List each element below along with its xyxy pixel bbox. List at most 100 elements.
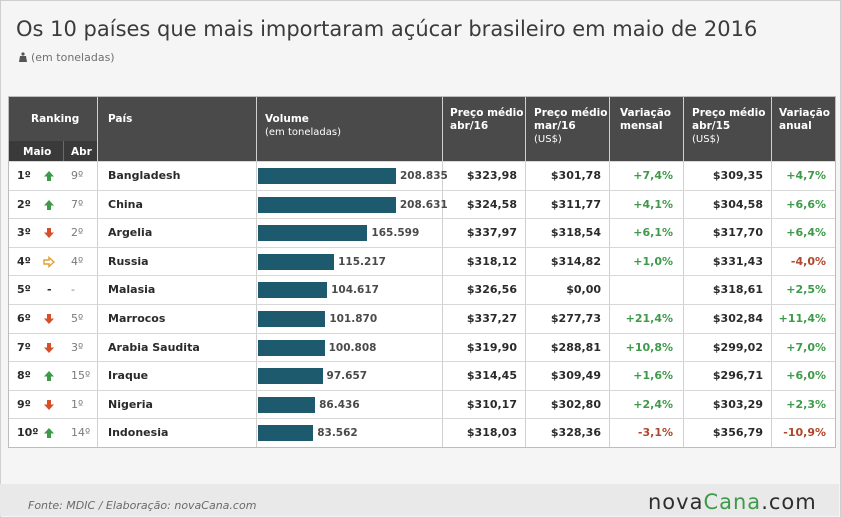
country-name: Indonesia xyxy=(108,426,169,440)
header-var-anual-l1: Variação xyxy=(779,107,831,119)
var-anual: +11,4% xyxy=(778,312,826,325)
header-volume: Volume (em toneladas) xyxy=(265,113,341,139)
rank-maio: 3º xyxy=(17,226,31,240)
volume-label: 97.657 xyxy=(326,370,368,383)
table-row: 9º 1º Nigeria 86.436 $310,17 $302,80 +2,4% $303… xyxy=(9,389,835,419)
rank-abr: - xyxy=(71,283,75,297)
header-pais: País xyxy=(108,113,133,125)
country-name: Malasia xyxy=(108,283,156,297)
var-anual: +6,0% xyxy=(786,369,826,383)
preco-abr16: $326,56 xyxy=(466,283,517,297)
rank-maio: 7º xyxy=(17,340,31,354)
table-row: 10º 14º Indonesia 83.562 $318,03 $328,36 -3,1%… xyxy=(9,418,835,447)
rank-abr: 3º xyxy=(71,340,84,354)
var-mensal: +21,4% xyxy=(625,312,673,325)
rank-maio: 4º xyxy=(17,254,31,268)
rank-maio: 10º xyxy=(17,426,39,440)
column-divider xyxy=(771,97,772,447)
header-volume-label: Volume xyxy=(265,113,309,125)
preco-abr16: $318,03 xyxy=(466,426,517,440)
chart-subtitle: (em toneladas) xyxy=(19,51,115,64)
ranking-subheader-divider xyxy=(63,141,64,161)
volume-bar xyxy=(258,196,396,213)
var-anual: +7,0% xyxy=(786,340,826,354)
header-preco-mar16: Preço médio mar/16 (US$) xyxy=(534,107,607,146)
header-preco-mar16-unit: (US$) xyxy=(534,134,562,145)
trend-same-icon xyxy=(43,255,56,268)
table-row: 7º 3º Arabia Saudita 100.808 $319,90 $288,81 +… xyxy=(9,332,835,362)
preco-mar16: $302,80 xyxy=(550,397,601,411)
trend-down-icon xyxy=(43,313,55,325)
country-name: Russia xyxy=(108,254,149,268)
trend-down-icon xyxy=(43,227,55,239)
preco-mar16: $314,82 xyxy=(550,254,601,268)
volume-bar xyxy=(258,225,368,242)
preco-abr16: $310,17 xyxy=(466,397,517,411)
rank-abr: 7º xyxy=(71,197,84,211)
var-mensal: -3,1% xyxy=(637,426,673,440)
header-var-mensal-l2: mensal xyxy=(620,120,663,132)
novacana-logo: novaCana.com xyxy=(648,490,817,514)
volume-bar xyxy=(258,396,316,413)
var-mensal xyxy=(611,276,673,304)
header-ranking: Ranking xyxy=(31,113,80,125)
volume-label: 165.599 xyxy=(371,227,420,240)
header-preco-abr16-l2: abr/16 xyxy=(450,120,489,132)
preco-abr15: $309,35 xyxy=(712,169,763,182)
table-row: 3º 2º Argelia 165.599 $337,97 $318,54 +6,1% $31… xyxy=(9,218,835,247)
var-mensal: +6,1% xyxy=(633,226,673,240)
preco-mar16: $0,00 xyxy=(566,283,601,297)
rank-abr: 1º xyxy=(71,397,84,411)
preco-abr15: $331,43 xyxy=(712,254,763,268)
logo-part-cana: Cana xyxy=(703,490,762,514)
chart-title: Os 10 países que mais importaram açúcar … xyxy=(16,17,758,41)
header-var-mensal: Variação mensal xyxy=(620,107,671,133)
rank-abr: 5º xyxy=(71,312,84,325)
var-mensal: +1,0% xyxy=(633,254,673,268)
volume-label: 208.835 xyxy=(400,170,448,182)
volume-label: 83.562 xyxy=(317,427,358,440)
column-divider xyxy=(525,97,526,447)
table-row: 2º 7º China 208.631 $324,58 $311,77 +4,1% $304,… xyxy=(9,189,835,219)
header-volume-unit: (em toneladas) xyxy=(265,127,341,138)
volume-bar xyxy=(258,311,326,327)
rank-maio: 6º xyxy=(17,312,31,325)
preco-abr16: $314,45 xyxy=(466,369,517,383)
rank-abr: 2º xyxy=(71,226,84,240)
footer-bar xyxy=(0,484,839,516)
var-mensal: +1,6% xyxy=(633,369,673,383)
logo-part-com: .com xyxy=(761,490,817,514)
preco-abr16: $318,12 xyxy=(466,254,517,268)
preco-abr15: $356,79 xyxy=(712,426,763,440)
volume-label: 208.631 xyxy=(399,198,448,211)
rank-abr: 4º xyxy=(71,254,84,268)
var-anual: +6,6% xyxy=(786,197,826,211)
table-row: 8º 15º Iraque 97.657 $314,45 $309,49 +1,6% $296… xyxy=(9,361,835,390)
table-row: 5º - - Malasia 104.617 $326,56 $0,00 $318,61 +2,… xyxy=(9,275,835,304)
column-divider xyxy=(609,97,610,447)
preco-mar16: $328,36 xyxy=(550,426,601,440)
country-name: Iraque xyxy=(108,369,149,383)
rank-maio: 5º xyxy=(17,283,31,297)
column-divider xyxy=(256,97,257,447)
volume-bar xyxy=(258,368,323,385)
volume-label: 115.217 xyxy=(338,255,386,268)
country-name: Arabia Saudita xyxy=(108,340,200,354)
var-anual: -4,0% xyxy=(790,254,826,268)
country-name: Argelia xyxy=(108,226,153,240)
var-anual: +2,3% xyxy=(786,397,826,411)
rank-abr: 14º xyxy=(71,426,91,440)
table-row: 6º 5º Marrocos 101.870 $337,27 $277,73 +21,4% $… xyxy=(9,304,835,333)
preco-abr15: $299,02 xyxy=(712,340,763,354)
header-preco-abr15-unit: (US$) xyxy=(692,134,720,145)
header-var-anual: Variação anual xyxy=(779,107,830,133)
weight-icon xyxy=(19,52,27,62)
preco-abr15: $302,84 xyxy=(712,312,763,325)
table-row: 4º 4º Russia 115.217 $318,12 $314,82 +1,0% $331… xyxy=(9,246,835,276)
var-anual: -10,9% xyxy=(783,426,826,440)
rank-maio: 1º xyxy=(17,169,31,182)
preco-mar16: $301,78 xyxy=(550,169,601,182)
var-mensal: +7,4% xyxy=(633,169,673,182)
header-preco-abr15: Preço médio abr/15 (US$) xyxy=(692,107,765,146)
trend-up-icon xyxy=(43,370,55,382)
